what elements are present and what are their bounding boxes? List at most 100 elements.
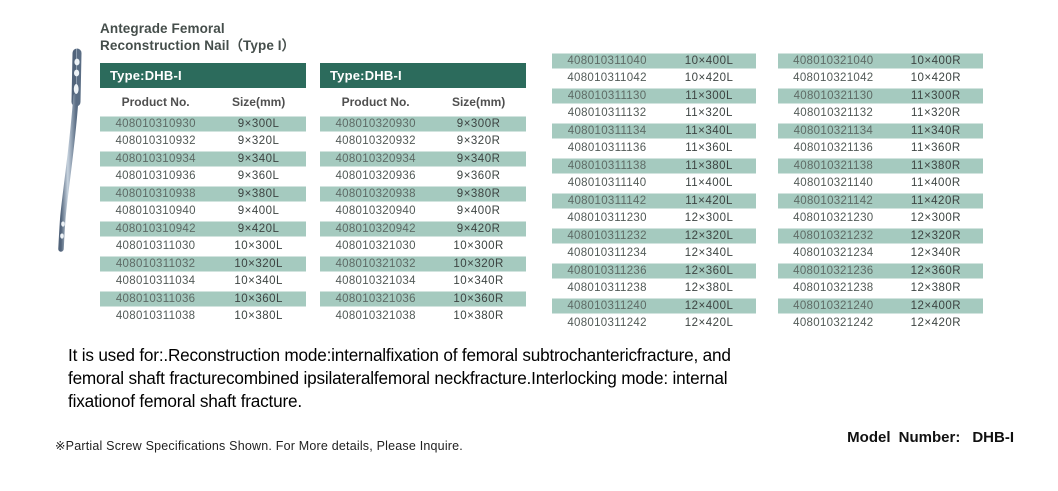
product-no: 408010311236 [567, 264, 647, 277]
size-value: 12×340L [684, 247, 734, 260]
type-header-bar: Type:DHB-I [320, 63, 526, 88]
product-no: 408010311138 [567, 159, 647, 172]
product-no: 408010321238 [793, 282, 874, 295]
table-row: 408010321040 10×400R [778, 52, 983, 70]
product-no: 408010321232 [793, 229, 874, 242]
table-row: 408010311236 12×360L [552, 262, 756, 280]
size-value: 10×300L [234, 240, 283, 253]
table-row: 408010311142 11×420L [552, 192, 756, 210]
size-value: 12×360L [684, 264, 734, 277]
size-value: 12×320L [684, 229, 734, 242]
size-value: 10×400R [910, 54, 962, 67]
product-no: 408010321134 [793, 124, 874, 137]
table-row: 408010321234 12×340R [778, 245, 983, 263]
size-value: 11×320R [911, 107, 961, 120]
col-header-product-no: Product No. [121, 94, 190, 109]
product-no: 408010321036 [335, 292, 416, 305]
product-no: 408010311042 [567, 72, 647, 85]
product-no: 408010321042 [793, 72, 874, 85]
table-row: 408010310938 9×380L [100, 185, 306, 203]
product-no: 408010321240 [793, 299, 874, 312]
product-no: 408010320936 [335, 170, 416, 183]
table-row: 408010321236 12×360R [778, 262, 983, 280]
table-row: 408010321032 10×320R [320, 255, 526, 273]
product-no: 408010311136 [567, 142, 647, 155]
size-value: 11×360L [685, 142, 733, 155]
table-row: 408010310942 9×420L [100, 220, 306, 238]
product-no: 408010321130 [793, 89, 874, 102]
size-value: 12×400L [684, 299, 734, 312]
spec-table-left-l: Type:DHB-I Product No. Size(mm) 40801031… [100, 63, 306, 325]
size-value: 11×380R [911, 159, 961, 172]
size-value: 12×340R [910, 247, 962, 260]
table-row: 408010311242 12×420L [552, 315, 756, 333]
product-no: 408010321234 [793, 247, 874, 260]
size-value: 9×400R [456, 205, 501, 218]
size-value: 11×300L [685, 89, 733, 102]
size-value: 11×420R [911, 194, 961, 207]
table-row: 408010321132 11×320R [778, 105, 983, 123]
size-value: 11×420L [685, 194, 733, 207]
femoral-nail-icon [58, 48, 82, 252]
table-row: 408010321232 12×320R [778, 227, 983, 245]
size-value: 12×300L [684, 212, 734, 225]
table-row: 408010321038 10×380R [320, 308, 526, 326]
product-no: 408010321140 [793, 177, 874, 190]
size-value: 10×400L [684, 54, 734, 67]
product-no: 408010321040 [793, 54, 874, 67]
product-no: 408010311132 [567, 107, 647, 120]
model-number-label: Model Number: [847, 429, 961, 446]
table-row: 408010311234 12×340L [552, 245, 756, 263]
table-row: 408010320932 9×320R [320, 133, 526, 151]
size-value: 9×380R [456, 187, 501, 200]
table-row: 408010321138 11×380R [778, 157, 983, 175]
table-row: 408010321134 11×340R [778, 122, 983, 140]
table-row: 408010321140 11×400R [778, 175, 983, 193]
size-value: 9×380L [237, 187, 280, 200]
size-value: 11×340R [911, 124, 961, 137]
table-row: 408010321136 11×360R [778, 140, 983, 158]
usage-description: It is used for:.Reconstruction mode:inte… [68, 345, 731, 411]
product-no: 408010321142 [793, 194, 874, 207]
size-value: 9×320L [237, 135, 280, 148]
product-no: 408010321038 [335, 310, 416, 323]
spec-table-left-r: Type:DHB-I Product No. Size(mm) 40801032… [320, 63, 526, 325]
col-header-product-no: Product No. [341, 94, 410, 109]
size-value: 10×300R [453, 240, 504, 253]
product-no: 408010320942 [335, 222, 416, 235]
table-row: 408010311032 10×320L [100, 255, 306, 273]
col-header-size: Size(mm) [451, 94, 506, 109]
column-header-row: Product No. Size(mm) [320, 88, 526, 115]
product-no: 408010320940 [335, 205, 416, 218]
product-no: 408010311134 [567, 124, 647, 137]
size-value: 11×400L [685, 177, 733, 190]
product-no: 408010311038 [115, 310, 196, 323]
table-rows: 408010320930 9×300R 408010320932 9×320R … [320, 115, 526, 325]
table-row: 408010321238 12×380R [778, 280, 983, 298]
model-number-value: DHB-I [972, 429, 1014, 446]
table-row: 408010321042 10×420R [778, 70, 983, 88]
table-row: 408010311040 10×400L [552, 52, 756, 70]
table-row: 408010311132 11×320L [552, 105, 756, 123]
product-no: 408010310934 [115, 152, 196, 165]
size-value: 10×360R [453, 292, 504, 305]
page-title-line2: Reconstruction Nail（Type I） [100, 38, 296, 53]
product-no: 408010311232 [567, 229, 647, 242]
table-row: 408010321240 12×400R [778, 297, 983, 315]
table-row: 408010311230 12×300L [552, 210, 756, 228]
product-no: 408010310938 [115, 187, 196, 200]
product-no: 408010311230 [567, 212, 647, 225]
column-header-row: Product No. Size(mm) [100, 88, 306, 115]
size-value: 11×300R [911, 89, 961, 102]
product-no: 408010311140 [567, 177, 647, 190]
table-row: 408010310936 9×360L [100, 168, 306, 186]
size-value: 9×420L [237, 222, 280, 235]
table-row: 408010321230 12×300R [778, 210, 983, 228]
size-value: 11×400R [911, 177, 961, 190]
product-no: 408010321030 [335, 240, 416, 253]
size-value: 12×320R [910, 229, 962, 242]
size-value: 9×340L [237, 152, 280, 165]
size-value: 9×320R [456, 135, 501, 148]
table-row: 408010310934 9×340L [100, 150, 306, 168]
table-row: 408010311232 12×320L [552, 227, 756, 245]
